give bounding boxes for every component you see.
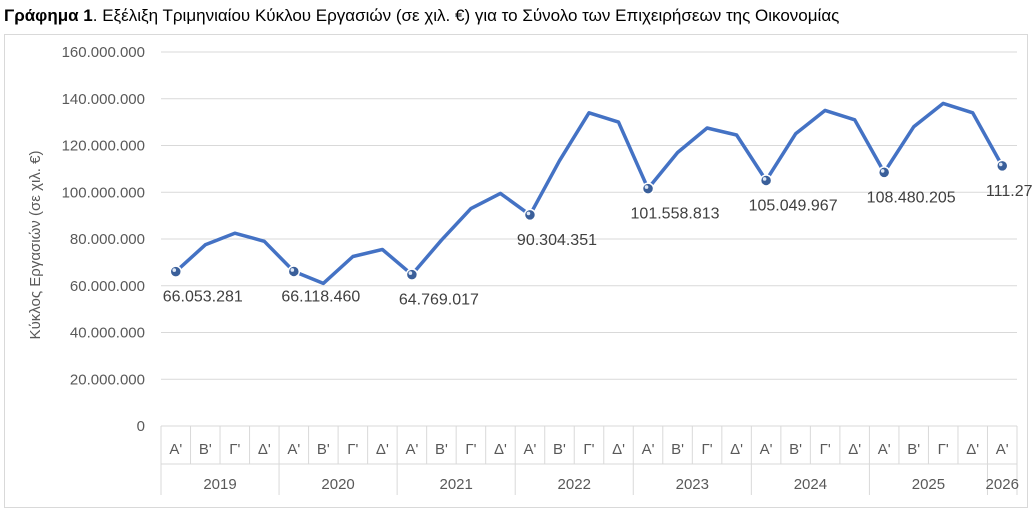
year-label: 2025 bbox=[912, 476, 945, 493]
data-label: 111.272.022 bbox=[986, 183, 1033, 200]
y-axis-label: Κύκλος Εργασιών (σε χιλ. €) bbox=[27, 151, 44, 340]
chart-title-rest: . Εξέλιξη Τριμηνιαίου Κύκλου Εργασιών (σ… bbox=[92, 6, 840, 25]
quarter-label: Β' bbox=[553, 441, 566, 458]
data-point-highlight bbox=[762, 177, 767, 181]
quarter-label: Δ' bbox=[966, 441, 979, 458]
quarter-label: Α' bbox=[169, 441, 182, 458]
y-tick-label: 120.000.000 bbox=[62, 138, 145, 155]
x-axis: Α' Β' Γ' Δ' 2019 Α' Β' Γ' Δ' 2020 Α' Β' Γ' Δ' 2021 Α' Β'… bbox=[160, 425, 1019, 495]
quarter-label: Α' bbox=[760, 441, 773, 458]
quarter-label: Δ' bbox=[494, 441, 507, 458]
data-point-highlight bbox=[172, 268, 177, 272]
quarter-label: Γ' bbox=[583, 441, 594, 458]
series-line-group bbox=[174, 101, 1004, 286]
quarter-label: Α' bbox=[642, 441, 655, 458]
gridlines bbox=[161, 51, 1017, 380]
quarter-label: Α' bbox=[996, 441, 1009, 458]
data-point-highlight bbox=[880, 169, 885, 173]
quarter-label: Β' bbox=[789, 441, 802, 458]
data-label: 64.769.017 bbox=[399, 292, 479, 309]
quarter-label: Δ' bbox=[376, 441, 389, 458]
chart-frame bbox=[4, 34, 1028, 508]
year-label: 2023 bbox=[676, 476, 709, 493]
data-label: 66.053.281 bbox=[163, 289, 243, 306]
quarter-label: Β' bbox=[199, 441, 212, 458]
data-point-marker bbox=[169, 265, 183, 278]
year-label: 2019 bbox=[203, 476, 236, 493]
data-point-highlight bbox=[644, 185, 649, 189]
year-label: 2022 bbox=[558, 476, 591, 493]
quarter-label: Γ' bbox=[465, 441, 476, 458]
quarter-label: Γ' bbox=[701, 441, 712, 458]
quarter-label: Γ' bbox=[229, 441, 240, 458]
data-point-highlight bbox=[290, 268, 295, 272]
y-tick-label: 0 bbox=[137, 418, 145, 435]
y-tick-label: 80.000.000 bbox=[70, 231, 145, 248]
quarter-label: Γ' bbox=[347, 441, 358, 458]
data-label: 90.304.351 bbox=[517, 232, 597, 249]
quarter-label: Γ' bbox=[938, 441, 949, 458]
quarter-label: Α' bbox=[878, 441, 891, 458]
year-label: 2020 bbox=[321, 476, 354, 493]
chart-title-bold: Γράφημα 1 bbox=[4, 6, 93, 25]
quarter-label: Α' bbox=[287, 441, 300, 458]
y-tick-label: 100.000.000 bbox=[62, 184, 145, 201]
series-line bbox=[174, 101, 1004, 286]
quarter-label: Α' bbox=[405, 441, 418, 458]
y-tick-label: 40.000.000 bbox=[70, 325, 145, 342]
y-tick-label: 140.000.000 bbox=[62, 91, 145, 108]
quarter-label: Δ' bbox=[612, 441, 625, 458]
quarter-label: Δ' bbox=[730, 441, 743, 458]
data-label: 101.558.813 bbox=[631, 206, 720, 223]
data-point-marker bbox=[405, 268, 419, 281]
data-point-highlight bbox=[526, 211, 531, 216]
quarter-label: Β' bbox=[671, 441, 684, 458]
data-point-highlight bbox=[408, 271, 413, 275]
quarter-label: Β' bbox=[317, 441, 330, 458]
data-label: 66.118.460 bbox=[281, 288, 360, 305]
data-point-marker bbox=[759, 174, 773, 187]
quarter-label: Β' bbox=[907, 441, 920, 458]
y-tick-label: 20.000.000 bbox=[70, 371, 145, 388]
data-labels: 66.053.281 66.118.460 64.769.017 90.304.351… bbox=[163, 183, 1033, 309]
data-label: 105.049.967 bbox=[749, 197, 838, 214]
quarter-label: Δ' bbox=[258, 441, 271, 458]
quarter-label: Γ' bbox=[820, 441, 831, 458]
year-label: 2024 bbox=[794, 476, 827, 493]
data-markers bbox=[169, 159, 1009, 281]
y-axis-ticks: 0 20.000.000 40.000.000 60.000.000 80.000.00… bbox=[62, 44, 145, 435]
data-point-marker bbox=[995, 159, 1009, 173]
data-point-marker bbox=[287, 265, 301, 278]
data-point-marker bbox=[877, 166, 891, 179]
data-point-marker bbox=[523, 208, 537, 222]
data-point-marker bbox=[641, 182, 655, 195]
year-label: 2021 bbox=[439, 476, 472, 493]
quarter-label: Α' bbox=[524, 441, 537, 458]
quarter-label: Β' bbox=[435, 441, 448, 458]
y-tick-label: 160.000.000 bbox=[62, 44, 145, 61]
data-label: 108.480.205 bbox=[867, 189, 956, 206]
year-label: 2026 bbox=[986, 476, 1019, 493]
data-point-highlight bbox=[998, 162, 1003, 167]
quarter-label: Δ' bbox=[848, 441, 861, 458]
chart-title: Γράφημα 1. Εξέλιξη Τριμηνιαίου Κύκλου Ερ… bbox=[4, 6, 839, 26]
y-tick-label: 60.000.000 bbox=[70, 278, 145, 295]
